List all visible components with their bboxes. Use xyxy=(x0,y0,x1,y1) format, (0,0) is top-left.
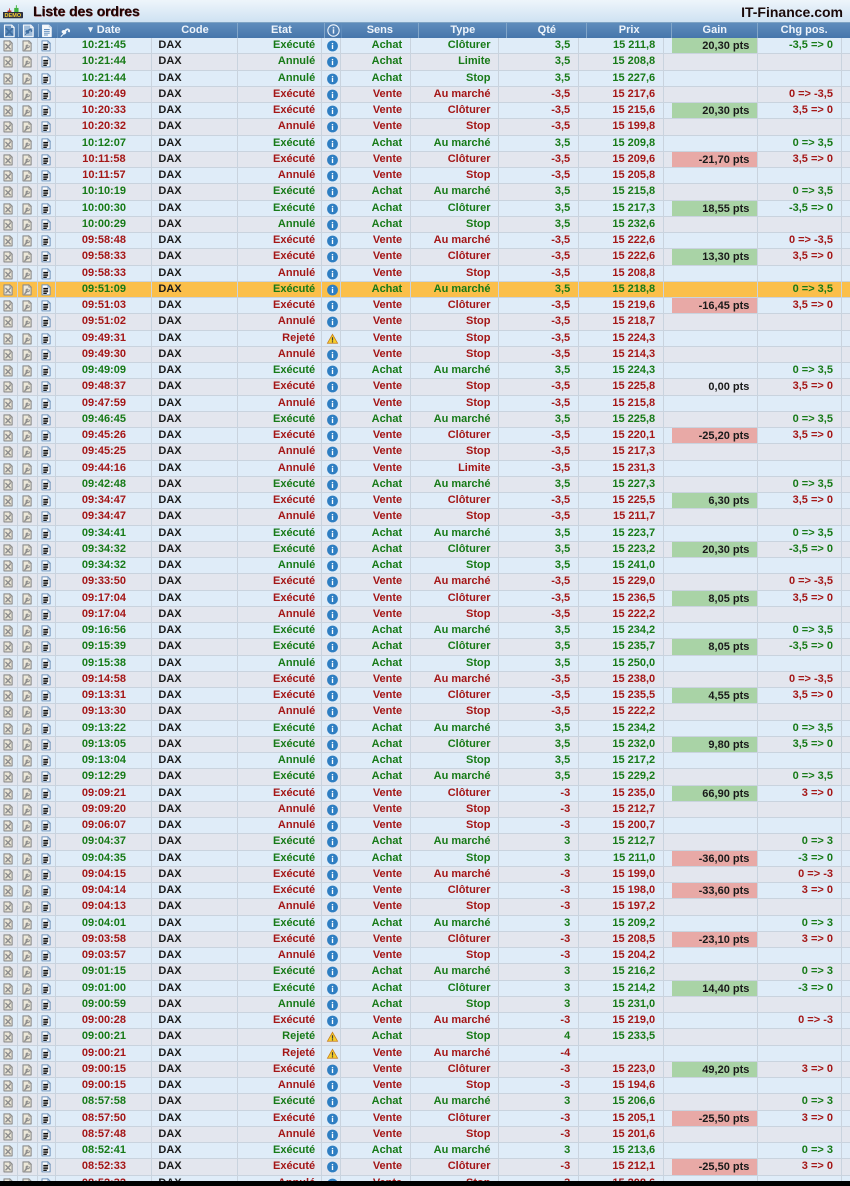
svg-text:DEMO: DEMO xyxy=(4,13,21,19)
